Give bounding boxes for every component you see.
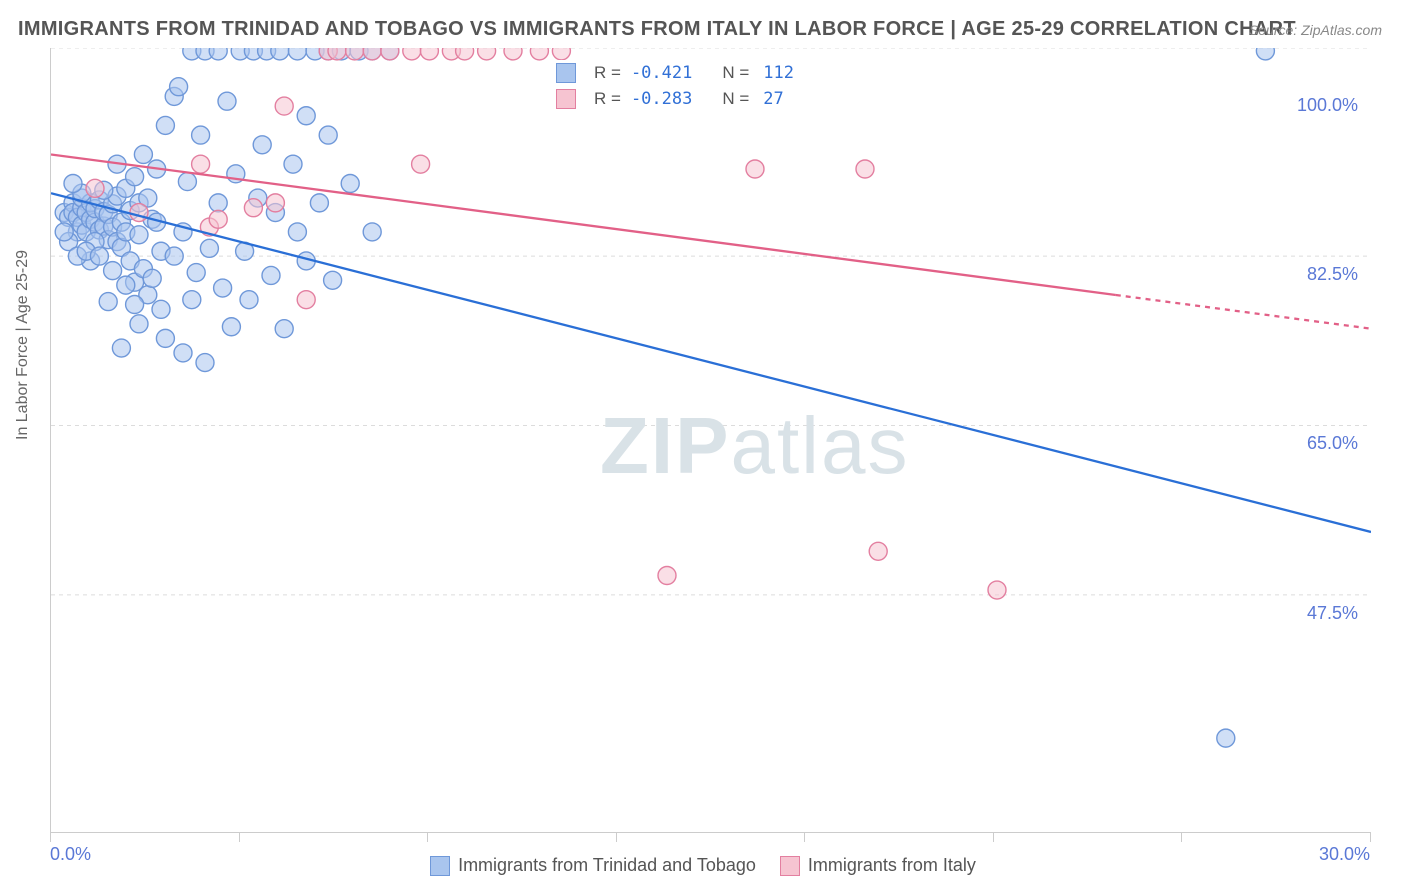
source-label: Source: ZipAtlas.com [1249,22,1382,38]
stat-legend-row: R = -0.283 N = 27 [556,86,794,112]
x-tick-label: 30.0% [1319,844,1370,865]
x-tick-mark [993,832,994,842]
legend-swatch [556,63,576,83]
legend-swatch [780,856,800,876]
x-tick-mark [804,832,805,842]
r-value: -0.421 [631,60,692,86]
bottom-legend: Immigrants from Trinidad and Tobago Immig… [0,855,1406,876]
x-tick-mark [616,832,617,842]
r-label: R = [594,86,621,112]
y-tick-label: 47.5% [1307,603,1358,624]
x-tick-mark [1181,832,1182,842]
n-label: N = [722,60,749,86]
legend-swatch [556,89,576,109]
r-value: -0.283 [631,86,692,112]
legend-label: Immigrants from Trinidad and Tobago [458,855,756,875]
x-tick-label: 0.0% [50,844,91,865]
y-tick-label: 100.0% [1297,95,1358,116]
x-tick-mark [1370,832,1371,842]
n-value: 27 [759,86,783,112]
chart-plot-area [50,48,1371,833]
y-tick-label: 65.0% [1307,433,1358,454]
legend-swatch [430,856,450,876]
x-tick-mark [50,832,51,842]
bottom-legend-item: Immigrants from Trinidad and Tobago [430,855,756,876]
stat-legend-row: R = -0.421 N = 112 [556,60,794,86]
legend-label: Immigrants from Italy [808,855,976,875]
y-tick-label: 82.5% [1307,264,1358,285]
bottom-legend-item: Immigrants from Italy [780,855,976,876]
chart-title: IMMIGRANTS FROM TRINIDAD AND TOBAGO VS I… [18,18,1296,41]
x-tick-mark [239,832,240,842]
n-value: 112 [759,60,794,86]
r-label: R = [594,60,621,86]
stat-legend: R = -0.421 N = 112 R = -0.283 N = 27 [556,60,794,112]
y-axis-label: In Labor Force | Age 25-29 [14,250,32,440]
n-label: N = [722,86,749,112]
x-tick-mark [427,832,428,842]
